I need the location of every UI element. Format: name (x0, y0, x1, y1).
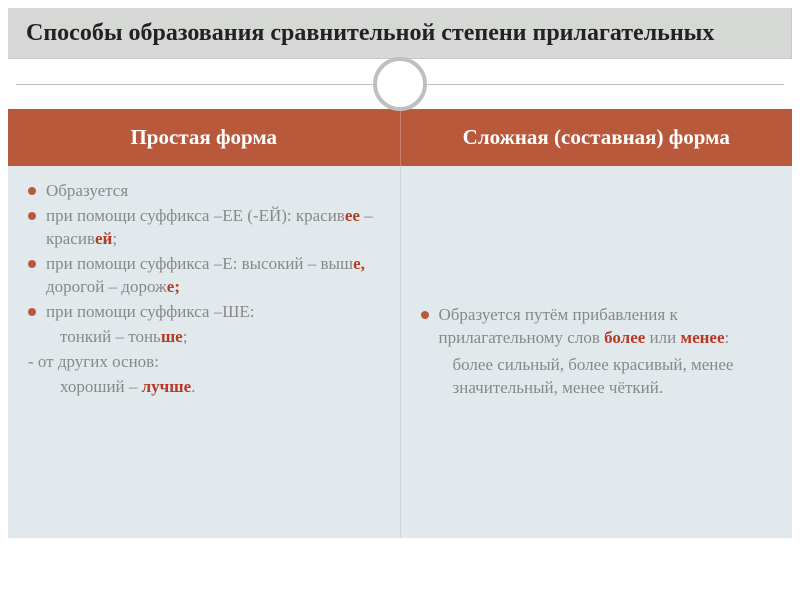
body-right: Образуется путём прибавления к прилагате… (401, 166, 793, 538)
text: хороший – (60, 377, 142, 396)
right-item-1: Образуется путём прибавления к прилагате… (421, 304, 775, 350)
text: ; (183, 327, 188, 346)
column-headers: Простая форма Сложная (составная) форма (8, 109, 792, 166)
left-item-4: при помощи суффикса –ШЕ: (28, 301, 382, 324)
left-dash-indent: хороший – лучше. (28, 376, 382, 399)
body-left: Образуется при помощи суффикса –ЕЕ (-ЕЙ)… (8, 166, 401, 538)
right-bullet-list: Образуется путём прибавления к прилагате… (421, 304, 775, 352)
slide-title: Способы образования сравнительной степен… (26, 18, 773, 48)
left-item-3: при помощи суффикса –Е: высокий – выше, … (28, 253, 382, 299)
left-item-4-indent: тонкий – тоньше; (28, 326, 382, 349)
text: . (191, 377, 195, 396)
text: при помощи суффикса –Е: высокий – выш (46, 254, 353, 273)
text: при помощи суффикса –ЕЕ (-ЕЙ): красив (46, 206, 345, 225)
highlight: ей (95, 229, 112, 248)
text: : (725, 328, 730, 347)
text: дорогой – дорож (46, 277, 167, 296)
body-columns: Образуется при помощи суффикса –ЕЕ (-ЕЙ)… (8, 166, 792, 538)
title-box: Способы образования сравнительной степен… (8, 8, 792, 59)
right-item-2: более сильный, более красивый, менее зна… (421, 354, 775, 400)
header-left: Простая форма (8, 109, 401, 166)
left-item-2: при помощи суффикса –ЕЕ (-ЕЙ): красивее … (28, 205, 382, 251)
divider-ornament (8, 59, 792, 109)
left-dash-item: - от других основ: (28, 351, 382, 374)
highlight: лучше (142, 377, 192, 396)
text: ; (112, 229, 117, 248)
text: тонкий – тонь (60, 327, 161, 346)
text: или (645, 328, 680, 347)
highlight: ше (161, 327, 183, 346)
left-bullet-list: Образуется при помощи суффикса –ЕЕ (-ЕЙ)… (28, 180, 382, 324)
slide: Способы образования сравнительной степен… (0, 0, 800, 600)
highlight: более (604, 328, 645, 347)
highlight: е; (167, 277, 180, 296)
header-right: Сложная (составная) форма (401, 109, 793, 166)
left-item-1: Образуется (28, 180, 382, 203)
highlight: ее (345, 206, 360, 225)
highlight: е, (353, 254, 365, 273)
ring-icon (373, 57, 427, 111)
highlight: менее (680, 328, 724, 347)
